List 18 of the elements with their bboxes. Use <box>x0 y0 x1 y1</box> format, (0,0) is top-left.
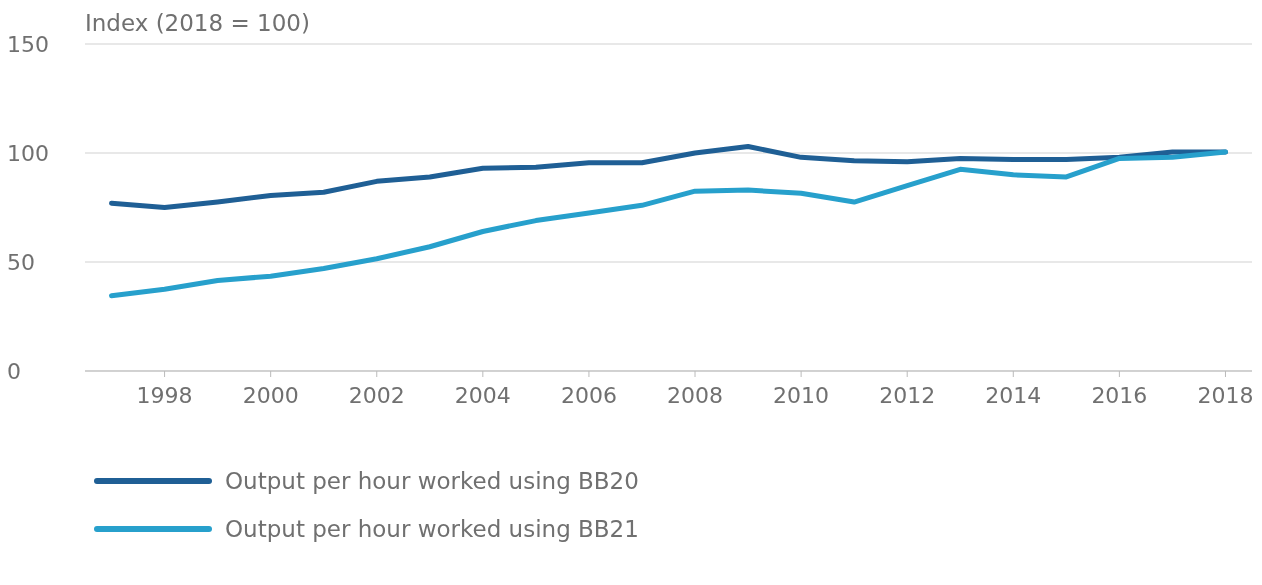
x-tick-label: 2000 <box>242 382 299 408</box>
x-tick-label: 2010 <box>773 382 830 408</box>
y-tick-label: 100 <box>7 140 49 166</box>
legend-label: Output per hour worked using BB20 <box>225 468 639 494</box>
y-tick-label: 0 <box>7 358 21 384</box>
x-tick-label: 2008 <box>667 382 724 408</box>
legend-label: Output per hour worked using BB21 <box>225 516 639 542</box>
x-tick-label: 2004 <box>454 382 511 408</box>
x-tick-label: 2012 <box>879 382 936 408</box>
x-tick-label: 2018 <box>1197 382 1254 408</box>
x-tick-label: 2006 <box>560 382 617 408</box>
x-tick-label: 2016 <box>1091 382 1148 408</box>
x-tick-label: 2002 <box>348 382 405 408</box>
y-tick-label: 50 <box>7 249 35 275</box>
x-tick-label: 1998 <box>136 382 193 408</box>
x-tick-label: 2014 <box>985 382 1042 408</box>
y-tick-label: 150 <box>7 31 49 57</box>
y-axis-title: Index (2018 = 100) <box>85 10 310 36</box>
